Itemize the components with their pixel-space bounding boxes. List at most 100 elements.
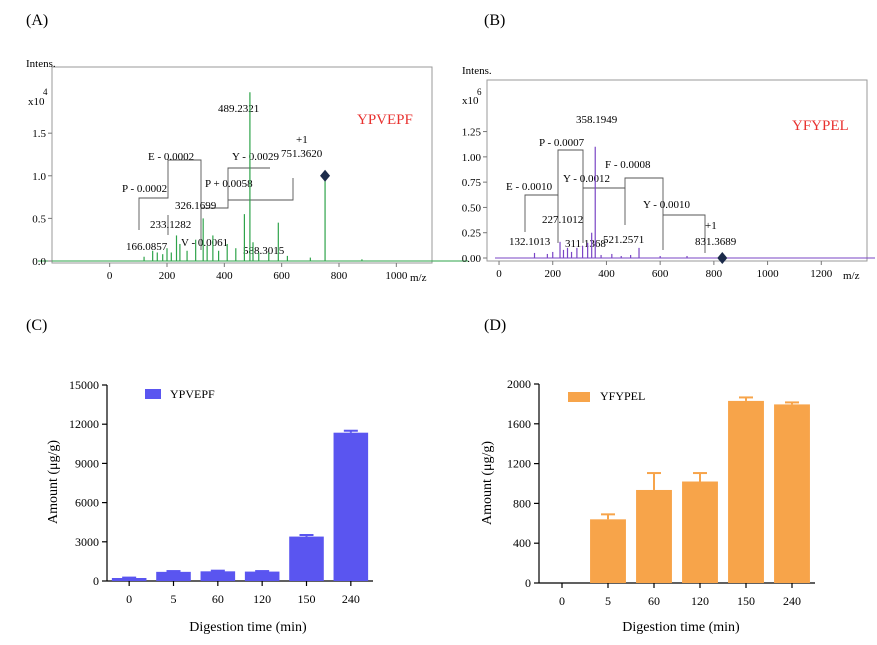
panel-label-d: (D) bbox=[484, 317, 506, 334]
bar-chart-c: Amount (μg/g) Digestion time (min) YPVEP… bbox=[46, 387, 307, 635]
y-tick-label: 1.5 bbox=[32, 128, 46, 140]
x-tick-label: 200 bbox=[544, 268, 561, 280]
bar bbox=[590, 519, 626, 583]
x-tick-label: 0 bbox=[126, 592, 132, 606]
peptide-title-a: YPVEPF bbox=[357, 112, 413, 128]
y-tick-label: 0.25 bbox=[462, 228, 482, 240]
y-tick-label: 0.5 bbox=[32, 213, 46, 225]
y-tick-label: 15000 bbox=[69, 378, 99, 392]
x-tick-label: 150 bbox=[737, 594, 755, 608]
peak-label: +1 bbox=[705, 220, 717, 232]
y-tick-label: 1600 bbox=[507, 417, 531, 431]
peak-label: 311.1368 bbox=[565, 238, 606, 250]
ion-label: E - 0.0002 bbox=[148, 151, 194, 163]
y-tick-label: 400 bbox=[513, 536, 531, 550]
bar bbox=[774, 404, 810, 583]
peak-label: 233.1282 bbox=[150, 219, 191, 231]
x-axis-title-c: Digestion time (min) bbox=[189, 620, 307, 635]
peak-label: +1 bbox=[296, 134, 308, 146]
y-tick-label: 12000 bbox=[69, 417, 99, 431]
x-tick-label: 150 bbox=[298, 592, 316, 606]
ladder-line-b bbox=[524, 149, 584, 243]
x-tick-label: 5 bbox=[605, 594, 611, 608]
panel-label-b: (B) bbox=[484, 12, 505, 29]
ladder-line-b bbox=[663, 214, 706, 253]
peak-label: 227.1012 bbox=[542, 214, 583, 226]
fragment-ladder-b bbox=[524, 149, 706, 253]
ion-label: E - 0.0010 bbox=[506, 181, 553, 193]
ion-label: F - 0.0008 bbox=[605, 159, 651, 171]
peak-label: 521.2571 bbox=[603, 234, 644, 246]
bar bbox=[111, 577, 147, 581]
bar-chart-d: Amount (μg/g) Digestion time (min) YFYPE… bbox=[480, 389, 740, 635]
ion-label: Y - 0.0029 bbox=[232, 151, 279, 163]
peak-label: 326.1699 bbox=[175, 200, 217, 212]
ion-label: V - 0.0061 bbox=[181, 237, 228, 249]
y-axis-title-d: Amount (μg/g) bbox=[480, 441, 495, 525]
x-tick-label: 800 bbox=[331, 270, 348, 282]
peak-labels-b: 132.1013 227.1012 311.1368 358.1949 521.… bbox=[509, 114, 737, 250]
bar bbox=[682, 481, 718, 583]
x-tick-label: 60 bbox=[648, 594, 660, 608]
peak-label: 489.2321 bbox=[218, 103, 259, 115]
x-tick-label: 0 bbox=[559, 594, 565, 608]
peptide-title-b: YFYPEL bbox=[792, 118, 849, 134]
panel-label-c: (C) bbox=[26, 317, 47, 334]
ion-label: P - 0.0007 bbox=[539, 137, 585, 149]
y-tick-label: 0.00 bbox=[462, 253, 482, 265]
peak-label: 132.1013 bbox=[509, 236, 551, 248]
legend-label-d: YFYPEL bbox=[600, 389, 645, 403]
spectrum-marks-0: 0 200 400 600 800 1000 0.0 0.5 1.0 1.5 bbox=[32, 92, 468, 282]
y-tick-label: 1.0 bbox=[32, 171, 46, 183]
ion-labels-b: E - 0.0010 P - 0.0007 Y - 0.0012 F - 0.0… bbox=[506, 137, 690, 211]
y-tick-label: 1200 bbox=[507, 457, 531, 471]
x-tick-label: 60 bbox=[212, 592, 224, 606]
bar-marks-3: 0 400 800 1200 1600 2000 0 5 60 120 150 240 bbox=[507, 377, 815, 608]
peak-labels-a: 166.0857 233.1282 326.1699 489.2321 588.… bbox=[126, 103, 323, 257]
y-axis-label-b: Intens. bbox=[462, 65, 492, 77]
spectrum-b: Intens. x10 6 m/z YFYPEL E - 0.0010 P - … bbox=[462, 65, 868, 282]
bar bbox=[244, 571, 280, 581]
x-tick-label: 200 bbox=[159, 270, 176, 282]
spectrum-marks-1: 0 200 400 600 800 1000 1200 0.00 0.25 0.50 0.75 1.0… bbox=[462, 127, 875, 280]
precursor-marker bbox=[717, 252, 728, 264]
x-axis-label-b: m/z bbox=[843, 270, 860, 282]
bar-marks-2: 0 3000 6000 9000 12000 15000 0 5 60 120 150 240 bbox=[69, 378, 373, 606]
x-tick-label: 600 bbox=[273, 270, 290, 282]
peak-label: 358.1949 bbox=[576, 114, 618, 126]
y-scale-exp-a: 4 bbox=[43, 87, 48, 97]
ion-label: Y - 0.0010 bbox=[643, 199, 690, 211]
x-tick-label: 800 bbox=[706, 268, 723, 280]
y-axis-title-c: Amount (μg/g) bbox=[46, 440, 61, 524]
y-tick-label: 1.25 bbox=[462, 127, 482, 139]
bar bbox=[156, 571, 191, 581]
spectrum-a: Intens. x10 4 m/z YPVEPF P - 0.0002 E - … bbox=[26, 58, 433, 284]
y-tick-label: 6000 bbox=[75, 496, 99, 510]
ladder-line-a bbox=[201, 167, 270, 209]
precursor-marker bbox=[320, 169, 331, 182]
legend-swatch-d bbox=[568, 392, 590, 402]
peak-label: 751.3620 bbox=[281, 148, 323, 160]
peak-label: 831.3689 bbox=[695, 236, 737, 248]
ladder-line-a bbox=[228, 178, 294, 201]
x-tick-label: 1200 bbox=[810, 268, 833, 280]
y-scale-a: x10 bbox=[28, 96, 45, 108]
y-scale-b: x10 bbox=[462, 95, 479, 107]
y-tick-label: 0.0 bbox=[32, 256, 46, 268]
ion-label: P - 0.0002 bbox=[122, 183, 167, 195]
bar bbox=[200, 571, 236, 581]
y-tick-label: 1.00 bbox=[462, 152, 482, 164]
y-tick-label: 3000 bbox=[75, 535, 99, 549]
ion-label: Y - 0.0012 bbox=[563, 173, 610, 185]
y-tick-label: 800 bbox=[513, 496, 531, 510]
x-tick-label: 240 bbox=[342, 592, 360, 606]
y-tick-label: 0 bbox=[93, 574, 99, 588]
y-tick-label: 9000 bbox=[75, 456, 99, 470]
ladder-line-a bbox=[138, 159, 202, 250]
x-tick-label: 120 bbox=[253, 592, 271, 606]
x-tick-label: 1000 bbox=[757, 268, 780, 280]
y-tick-label: 2000 bbox=[507, 377, 531, 391]
y-scale-exp-b: 6 bbox=[477, 87, 482, 97]
x-tick-label: 1000 bbox=[385, 270, 408, 282]
bar bbox=[333, 432, 369, 581]
